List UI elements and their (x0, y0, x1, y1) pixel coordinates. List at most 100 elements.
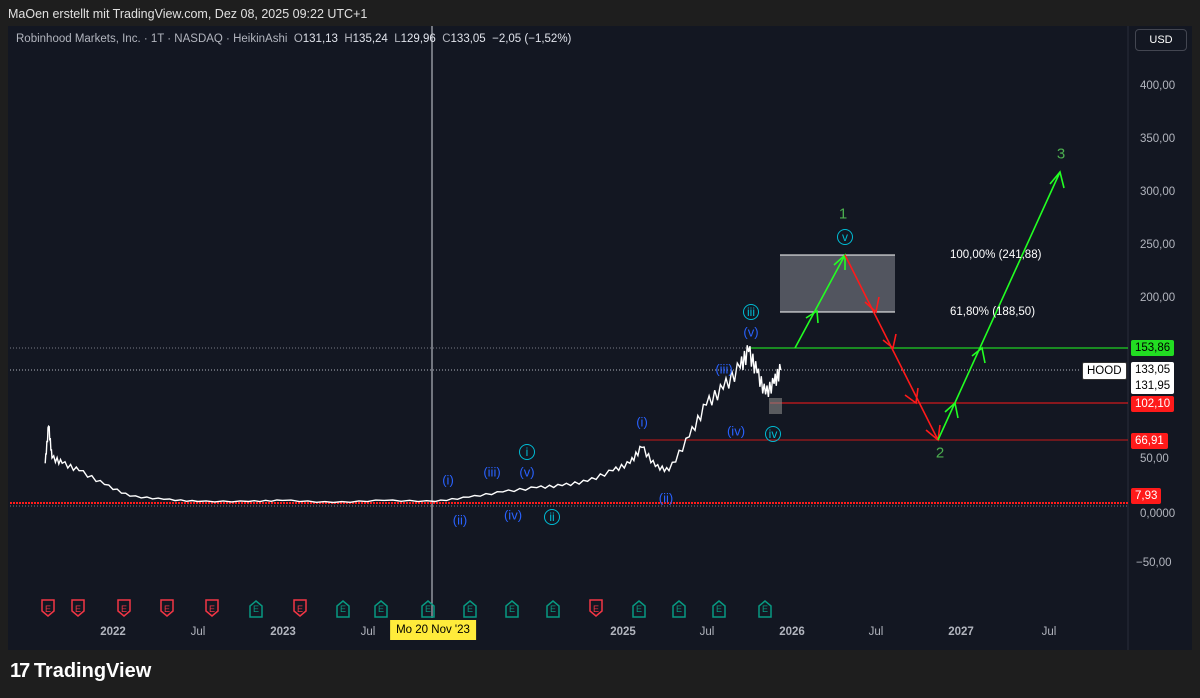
time-tick: Jul (360, 626, 376, 638)
wave-label: (v) (519, 464, 535, 480)
earnings-letter: E (716, 604, 722, 614)
time-tick: 2022 (100, 626, 126, 638)
earnings-letter: E (467, 604, 473, 614)
currency-button[interactable]: USD (1135, 29, 1187, 51)
earnings-beat-icon[interactable] (421, 600, 435, 618)
earnings-missed-icon[interactable] (589, 599, 603, 617)
price-tick: −50,00 (1136, 557, 1172, 569)
earnings-letter: E (762, 604, 768, 614)
prev-close-tag: 131,95 (1131, 378, 1175, 394)
open-label: O (293, 33, 303, 45)
time-tick: Jul (699, 626, 715, 638)
earnings-beat-icon[interactable] (632, 600, 646, 618)
price-line (44, 345, 782, 504)
time-tick: Jul (1041, 626, 1057, 638)
wave-label: (iv) (503, 507, 523, 523)
chart-caption: MaOen erstellt mit TradingView.com, Dez … (8, 7, 368, 21)
earnings-missed-icon[interactable] (117, 599, 131, 617)
primary-wave-label: 3 (1056, 145, 1066, 163)
primary-wave-label: 1 (838, 205, 848, 223)
high-value: 135,24 (352, 33, 388, 45)
earnings-beat-icon[interactable] (463, 600, 477, 618)
arrowhead (1049, 170, 1065, 189)
earnings-letter: E (425, 604, 431, 614)
close-label: C (442, 33, 451, 45)
brand-name: TradingView (33, 660, 152, 682)
tradingview-logo[interactable]: 17 TradingView (10, 660, 151, 683)
earnings-letter: E (550, 604, 556, 614)
earnings-letter: E (636, 604, 642, 614)
wave-label: (ii) (452, 512, 468, 528)
earnings-missed-icon[interactable] (71, 599, 85, 617)
arrowhead (925, 424, 941, 442)
price-tick: 0,0000 (1140, 508, 1176, 520)
support-tag-7: 7,93 (1131, 488, 1162, 504)
earnings-beat-icon[interactable] (758, 600, 772, 618)
earnings-missed-icon[interactable] (160, 599, 174, 617)
arrow-up-3 (937, 171, 1061, 441)
time-tick: 2025 (610, 626, 636, 638)
price-tick: 350,00 (1140, 133, 1176, 145)
time-tick: 2026 (779, 626, 805, 638)
arrowhead (904, 387, 919, 405)
wave-circle-label: iv (765, 426, 781, 442)
earnings-letter: E (593, 604, 599, 614)
change-value: −2,05 (−1,52%) (492, 33, 572, 45)
earnings-letter: E (209, 604, 215, 614)
arrowhead (944, 401, 959, 419)
earnings-letter: E (164, 604, 170, 614)
earnings-beat-icon[interactable] (374, 600, 388, 618)
fib-100-label: 100,00% (241,88) (950, 249, 1042, 261)
earnings-beat-icon[interactable] (672, 600, 686, 618)
time-tick: 2027 (948, 626, 974, 638)
price-tick: 300,00 (1140, 186, 1176, 198)
arrow-up-1 (794, 254, 846, 349)
earnings-letter: E (297, 604, 303, 614)
earnings-beat-icon[interactable] (546, 600, 560, 618)
close-value: 133,05 (450, 33, 486, 45)
wave-circle-label: v (837, 229, 853, 245)
earnings-missed-icon[interactable] (41, 599, 55, 617)
wave-label: (iii) (483, 464, 501, 480)
tv-logo-icon: 17 (10, 660, 30, 682)
symbol-title: Robinhood Markets, Inc. · 1T · NASDAQ · … (16, 33, 288, 45)
forecast-arrows (794, 170, 1065, 442)
arrowhead (882, 333, 897, 350)
price-tick: 250,00 (1140, 239, 1176, 251)
wave-label: (iv) (726, 423, 746, 439)
earnings-missed-icon[interactable] (205, 599, 219, 617)
earnings-letter: E (75, 604, 81, 614)
wave-label: (v) (743, 324, 759, 340)
time-tick: Jul (190, 626, 206, 638)
earnings-beat-icon[interactable] (712, 600, 726, 618)
earnings-beat-icon[interactable] (336, 600, 350, 618)
arrowhead (864, 296, 880, 314)
earnings-letter: E (509, 604, 515, 614)
earnings-missed-icon[interactable] (293, 599, 307, 617)
earnings-beat-icon[interactable] (249, 600, 263, 618)
crosshair-date-label: Mo 20 Nov '23 (390, 620, 476, 640)
wave-label: (i) (636, 414, 648, 430)
small-box (769, 398, 782, 414)
wave-label: (iii) (715, 361, 733, 377)
arrowhead (971, 346, 986, 364)
earnings-letter: E (378, 604, 384, 614)
earnings-beat-icon[interactable] (505, 600, 519, 618)
earnings-letter: E (121, 604, 127, 614)
low-value: 129,96 (400, 33, 436, 45)
low-label: L (394, 33, 401, 45)
earnings-letter: E (253, 604, 259, 614)
wave-label: (ii) (658, 490, 674, 506)
fib-zone[interactable] (780, 255, 895, 312)
wave-circle-label: ii (544, 509, 560, 525)
time-tick: 2023 (270, 626, 296, 638)
support-tag-66: 66,91 (1131, 433, 1168, 449)
wave-circle-label: i (519, 444, 535, 460)
earnings-letter: E (676, 604, 682, 614)
symbol-legend: Robinhood Markets, Inc. · 1T · NASDAQ · … (16, 33, 571, 45)
price-tick: 400,00 (1140, 80, 1176, 92)
ticker-tag: HOOD (1082, 362, 1127, 380)
price-tick: 200,00 (1140, 292, 1176, 304)
chart-pane[interactable] (8, 26, 1192, 650)
